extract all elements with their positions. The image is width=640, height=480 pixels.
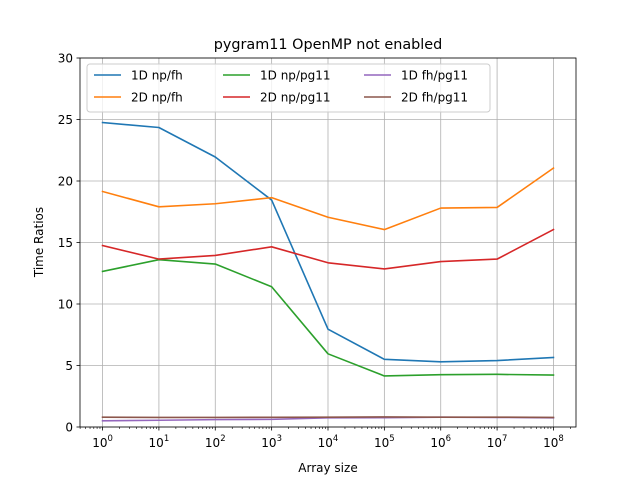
y-axis-ticks: 0 5 10 15 20 25 30: [58, 52, 80, 435]
legend-label: 1D np/pg11: [260, 69, 330, 83]
x-tick-label: 104: [318, 434, 339, 450]
x-tick-label: 105: [374, 434, 395, 450]
legend-label: 1D fh/pg11: [401, 69, 468, 83]
y-tick-label: 25: [58, 113, 73, 127]
legend: 1D np/fh 2D np/fh 1D np/pg11 2D np/pg11 1D f…: [86, 63, 491, 113]
x-tick-label: 101: [149, 434, 170, 450]
legend-label: 2D np/pg11: [260, 91, 330, 105]
chart-title: pygram11 OpenMP not enabled: [214, 37, 443, 53]
y-tick-label: 15: [58, 236, 73, 250]
y-tick-label: 20: [58, 175, 73, 189]
x-tick-label: 102: [205, 434, 226, 450]
series-line-1d-np-fh: [101, 121, 555, 363]
legend-label: 1D np/fh: [131, 69, 183, 83]
legend-box: [86, 63, 491, 113]
y-tick-label: 10: [58, 298, 73, 312]
x-axis-ticks: 100 101 102 103 104 105 106 107 108: [79, 427, 571, 450]
y-tick-label: 30: [58, 52, 73, 66]
legend-label: 2D np/fh: [131, 91, 183, 105]
y-tick-label: 5: [65, 359, 73, 373]
x-tick-label: 100: [92, 434, 113, 450]
x-tick-label: 107: [487, 434, 508, 450]
y-axis-label: Time Ratios: [32, 207, 46, 278]
series-lines: [101, 121, 555, 422]
x-tick-label: 103: [261, 434, 282, 450]
x-tick-label: 106: [430, 434, 451, 450]
series-line-2d-np-fh: [101, 166, 555, 231]
legend-label: 2D fh/pg11: [401, 91, 468, 105]
series-line-2d-np-pg11: [101, 228, 555, 270]
y-tick-label: 0: [65, 421, 73, 435]
x-axis-label: Array size: [298, 461, 357, 475]
series-line-1d-np-pg11: [101, 258, 555, 377]
x-tick-label: 108: [543, 434, 564, 450]
series-line-2d-fh-pg11: [101, 416, 555, 419]
